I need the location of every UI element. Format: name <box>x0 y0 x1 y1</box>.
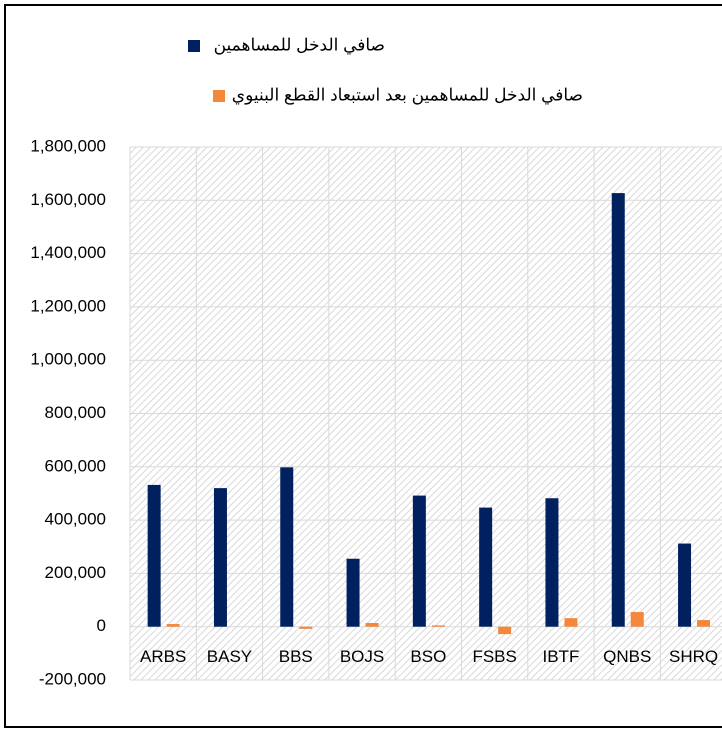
x-tick-label: QNBS <box>603 647 651 666</box>
bar <box>498 626 512 635</box>
x-tick-label: FSBS <box>472 647 516 666</box>
legend-swatch <box>213 90 225 102</box>
legend-label: صافي الدخل للمساهمين <box>214 35 385 55</box>
legend-label: صافي الدخل للمساهمين بعد استبعاد القطع ا… <box>232 85 583 105</box>
bar <box>280 467 294 627</box>
y-tick-label: 1,000,000 <box>30 350 106 369</box>
bar <box>147 484 161 627</box>
y-tick-label: 0 <box>97 616 106 635</box>
bar <box>166 624 180 627</box>
y-tick-label: 1,800,000 <box>30 136 106 155</box>
y-tick-label: 1,600,000 <box>30 190 106 209</box>
frame <box>4 4 722 728</box>
bar <box>346 558 360 627</box>
y-tick-label: 1,400,000 <box>30 243 106 262</box>
bar <box>545 498 559 627</box>
bar <box>611 193 625 627</box>
x-tick-label: ARBS <box>140 647 186 666</box>
bar <box>365 622 379 627</box>
bar <box>431 625 445 627</box>
x-tick-label: BSO <box>410 647 446 666</box>
y-tick-label: -200,000 <box>39 669 106 688</box>
x-tick-label: IBTF <box>543 647 580 666</box>
y-tick-label: 400,000 <box>45 510 106 529</box>
x-tick-label: BASY <box>207 647 252 666</box>
bar <box>299 626 313 629</box>
bar <box>564 618 578 627</box>
bar <box>630 612 644 627</box>
bar <box>697 620 711 627</box>
x-tick-label: BBS <box>279 647 313 666</box>
y-tick-label: 200,000 <box>45 563 106 582</box>
bar <box>213 488 227 627</box>
bar <box>479 507 493 627</box>
bar <box>678 543 692 627</box>
x-tick-label: BOJS <box>340 647 384 666</box>
legend-swatch <box>188 40 200 52</box>
y-tick-label: 1,200,000 <box>30 296 106 315</box>
y-tick-label: 800,000 <box>45 403 106 422</box>
x-tick-label: SHRQ <box>669 647 718 666</box>
y-tick-label: 600,000 <box>45 456 106 475</box>
bar <box>412 495 426 627</box>
